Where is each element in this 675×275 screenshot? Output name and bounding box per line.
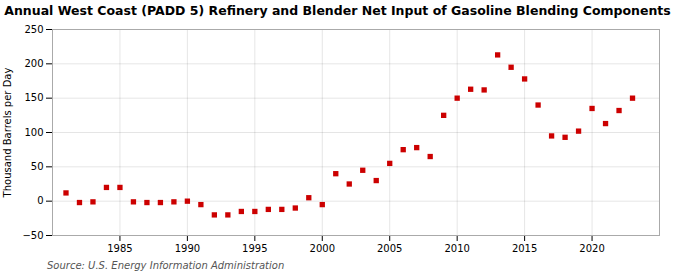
svg-text:150: 150 — [24, 92, 43, 103]
svg-text:250: 250 — [24, 24, 43, 35]
svg-text:100: 100 — [24, 127, 43, 138]
svg-text:1985: 1985 — [107, 243, 132, 254]
svg-text:1990: 1990 — [175, 243, 200, 254]
svg-text:2000: 2000 — [310, 243, 335, 254]
svg-text:2015: 2015 — [512, 243, 537, 254]
svg-text:50: 50 — [31, 161, 44, 172]
svg-text:1995: 1995 — [242, 243, 267, 254]
svg-text:2020: 2020 — [579, 243, 604, 254]
svg-text:2005: 2005 — [377, 243, 402, 254]
svg-text:−50: −50 — [22, 230, 43, 241]
svg-text:2010: 2010 — [444, 243, 469, 254]
html-text:Annual West Coast (PADD 5) Ref: Annual West Coast (PADD 5) Refinery and … — [4, 3, 671, 18]
svg-text:Thousand Barrels per Day: Thousand Barrels per Day — [2, 68, 13, 199]
html-text:Source: U.S. Energy Informatio: Source: U.S. Energy Information Administ… — [47, 260, 285, 271]
svg-text:0: 0 — [37, 195, 43, 206]
svg-text:200: 200 — [24, 58, 43, 69]
